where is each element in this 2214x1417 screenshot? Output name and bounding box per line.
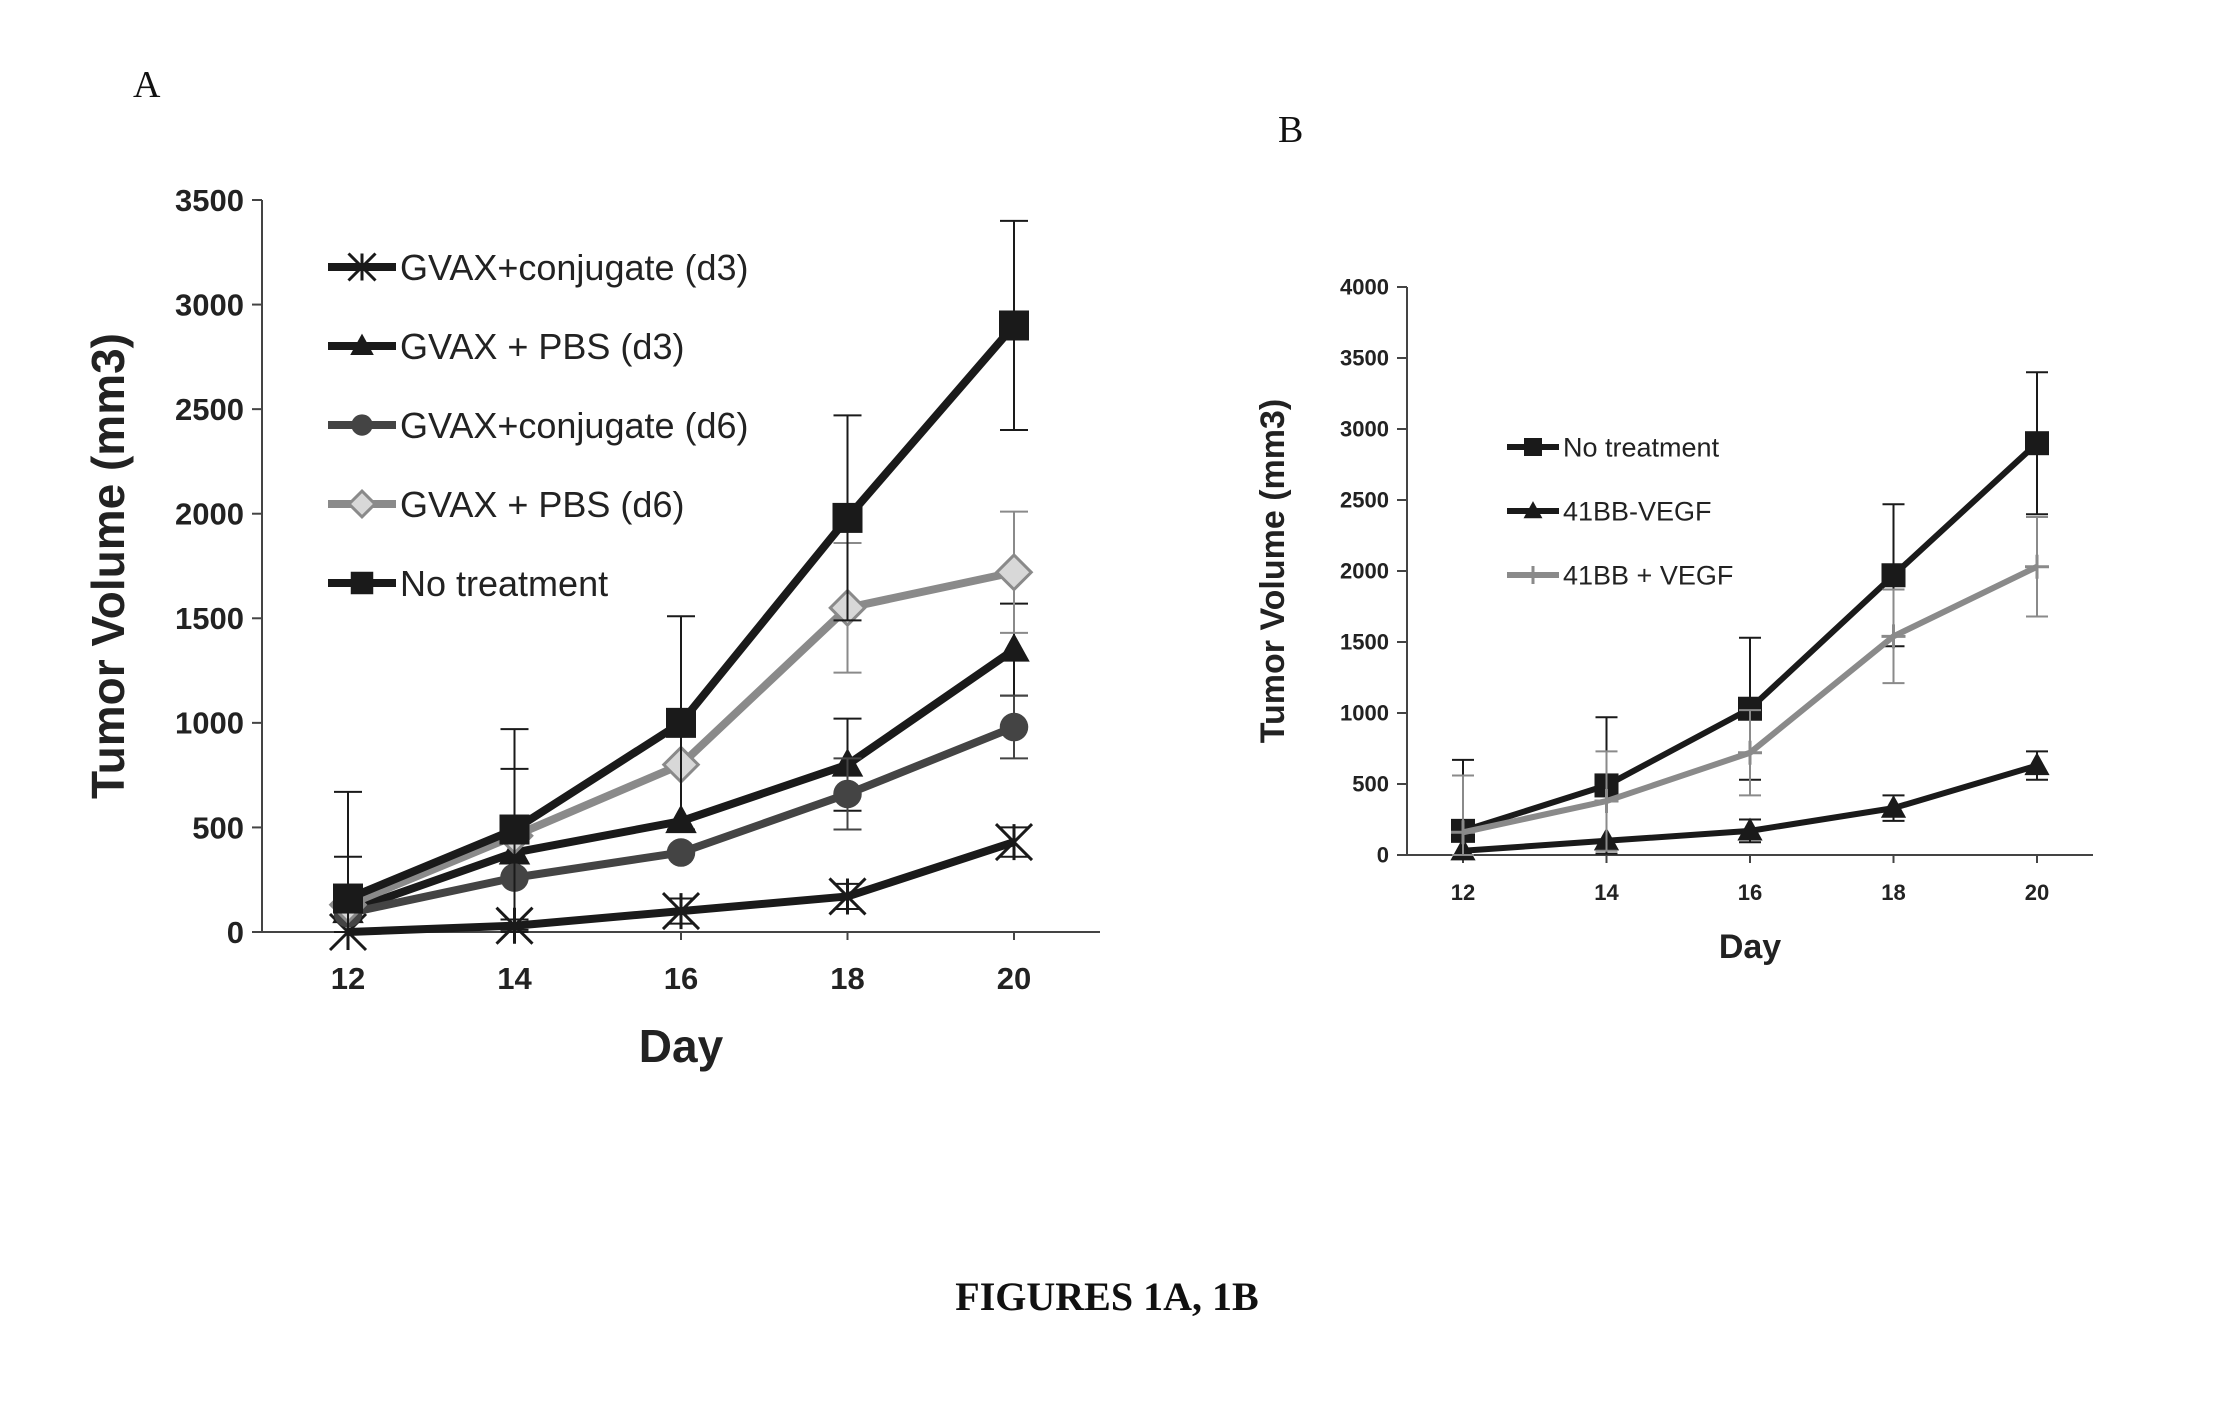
panel-b-letter: B [1278, 109, 1303, 151]
data-point [667, 838, 696, 867]
legend-label: No treatment [1563, 433, 1720, 463]
data-point [2024, 752, 2049, 775]
legend-item: GVAX+conjugate (d6) [328, 405, 749, 446]
x-tick-label: 16 [1738, 880, 1762, 905]
legend-label: GVAX + PBS (d3) [400, 326, 684, 367]
legend-item: No treatment [328, 563, 608, 604]
x-tick-label: 18 [1881, 880, 1905, 905]
x-tick-label: 18 [830, 961, 864, 996]
y-tick-label: 500 [1352, 772, 1389, 797]
x-tick-label: 20 [997, 961, 1031, 996]
legend-marker [351, 572, 374, 595]
legend-label: GVAX + PBS (d6) [400, 484, 684, 525]
legend-marker [1524, 438, 1542, 456]
data-point [666, 708, 696, 738]
x-axis-title: Day [639, 1020, 724, 1072]
data-point [998, 633, 1030, 662]
data-point [333, 884, 363, 914]
x-tick-label: 20 [2025, 880, 2049, 905]
data-point [833, 503, 863, 533]
legend-label: No treatment [400, 563, 608, 604]
data-point [1882, 563, 1906, 587]
y-tick-label: 2000 [175, 497, 244, 532]
x-tick-label: 12 [1451, 880, 1475, 905]
chart-a: 0 500 1000 1500 2000 2500 3000 3500 12 14 16 18 20 Da… [82, 183, 1100, 1072]
data-point [833, 780, 862, 809]
legend-item: GVAX+conjugate (d3) [328, 247, 749, 288]
data-point [997, 555, 1032, 590]
x-tick-label: 16 [664, 961, 698, 996]
legend-marker [1524, 566, 1542, 584]
legend-label: GVAX+conjugate (d3) [400, 247, 749, 288]
y-tick-label: 1500 [175, 601, 244, 636]
y-tick-label: 3500 [175, 183, 244, 218]
legend-item: 41BB-VEGF [1507, 497, 1712, 527]
x-axis-title: Day [1719, 928, 1781, 966]
y-tick-label: 0 [1377, 843, 1389, 868]
legend-label: 41BB + VEGF [1563, 561, 1733, 591]
y-tick-label: 3500 [1340, 346, 1389, 371]
y-tick-label: 1000 [175, 706, 244, 741]
y-tick-label: 1000 [1340, 701, 1389, 726]
y-axis-title: Tumor Volume (mm3) [1254, 399, 1292, 743]
data-point [999, 310, 1029, 340]
x-tick-label: 14 [1594, 880, 1619, 905]
figure-caption: FIGURES 1A, 1B [955, 1274, 1258, 1319]
y-tick-label: 500 [192, 810, 244, 845]
x-tick-label: 12 [331, 961, 365, 996]
y-tick-label: 2000 [1340, 559, 1389, 584]
data-point [2025, 431, 2049, 455]
y-tick-label: 2500 [175, 392, 244, 427]
data-point [500, 815, 530, 845]
y-tick-label: 4000 [1340, 275, 1389, 300]
y-tick-label: 3000 [1340, 417, 1389, 442]
y-tick-label: 3000 [175, 287, 244, 322]
legend-item: 41BB + VEGF [1507, 561, 1733, 591]
legend-item: GVAX + PBS (d6) [328, 484, 684, 525]
x-tick-label: 14 [497, 961, 532, 996]
y-tick-label: 2500 [1340, 488, 1389, 513]
figure: A B 0 500 1000 1500 2000 2500 3000 3500 12 14 16 18… [0, 0, 2214, 1417]
legend-label: 41BB-VEGF [1563, 497, 1712, 527]
legend-item: No treatment [1507, 433, 1720, 463]
legend-item: GVAX + PBS (d3) [328, 326, 684, 367]
data-point [1000, 713, 1029, 742]
panel-a-letter: A [133, 64, 161, 106]
legend-label: GVAX+conjugate (d6) [400, 405, 749, 446]
chart-b: 0 500 1000 1500 2000 2500 3000 3500 4000 12 14 16 18… [1254, 275, 2093, 966]
y-axis-title: Tumor Volume (mm3) [82, 333, 134, 799]
y-tick-label: 0 [227, 915, 244, 950]
data-point [2025, 555, 2049, 579]
y-tick-label: 1500 [1340, 630, 1389, 655]
legend-marker [351, 414, 372, 435]
legend-marker [349, 491, 375, 517]
